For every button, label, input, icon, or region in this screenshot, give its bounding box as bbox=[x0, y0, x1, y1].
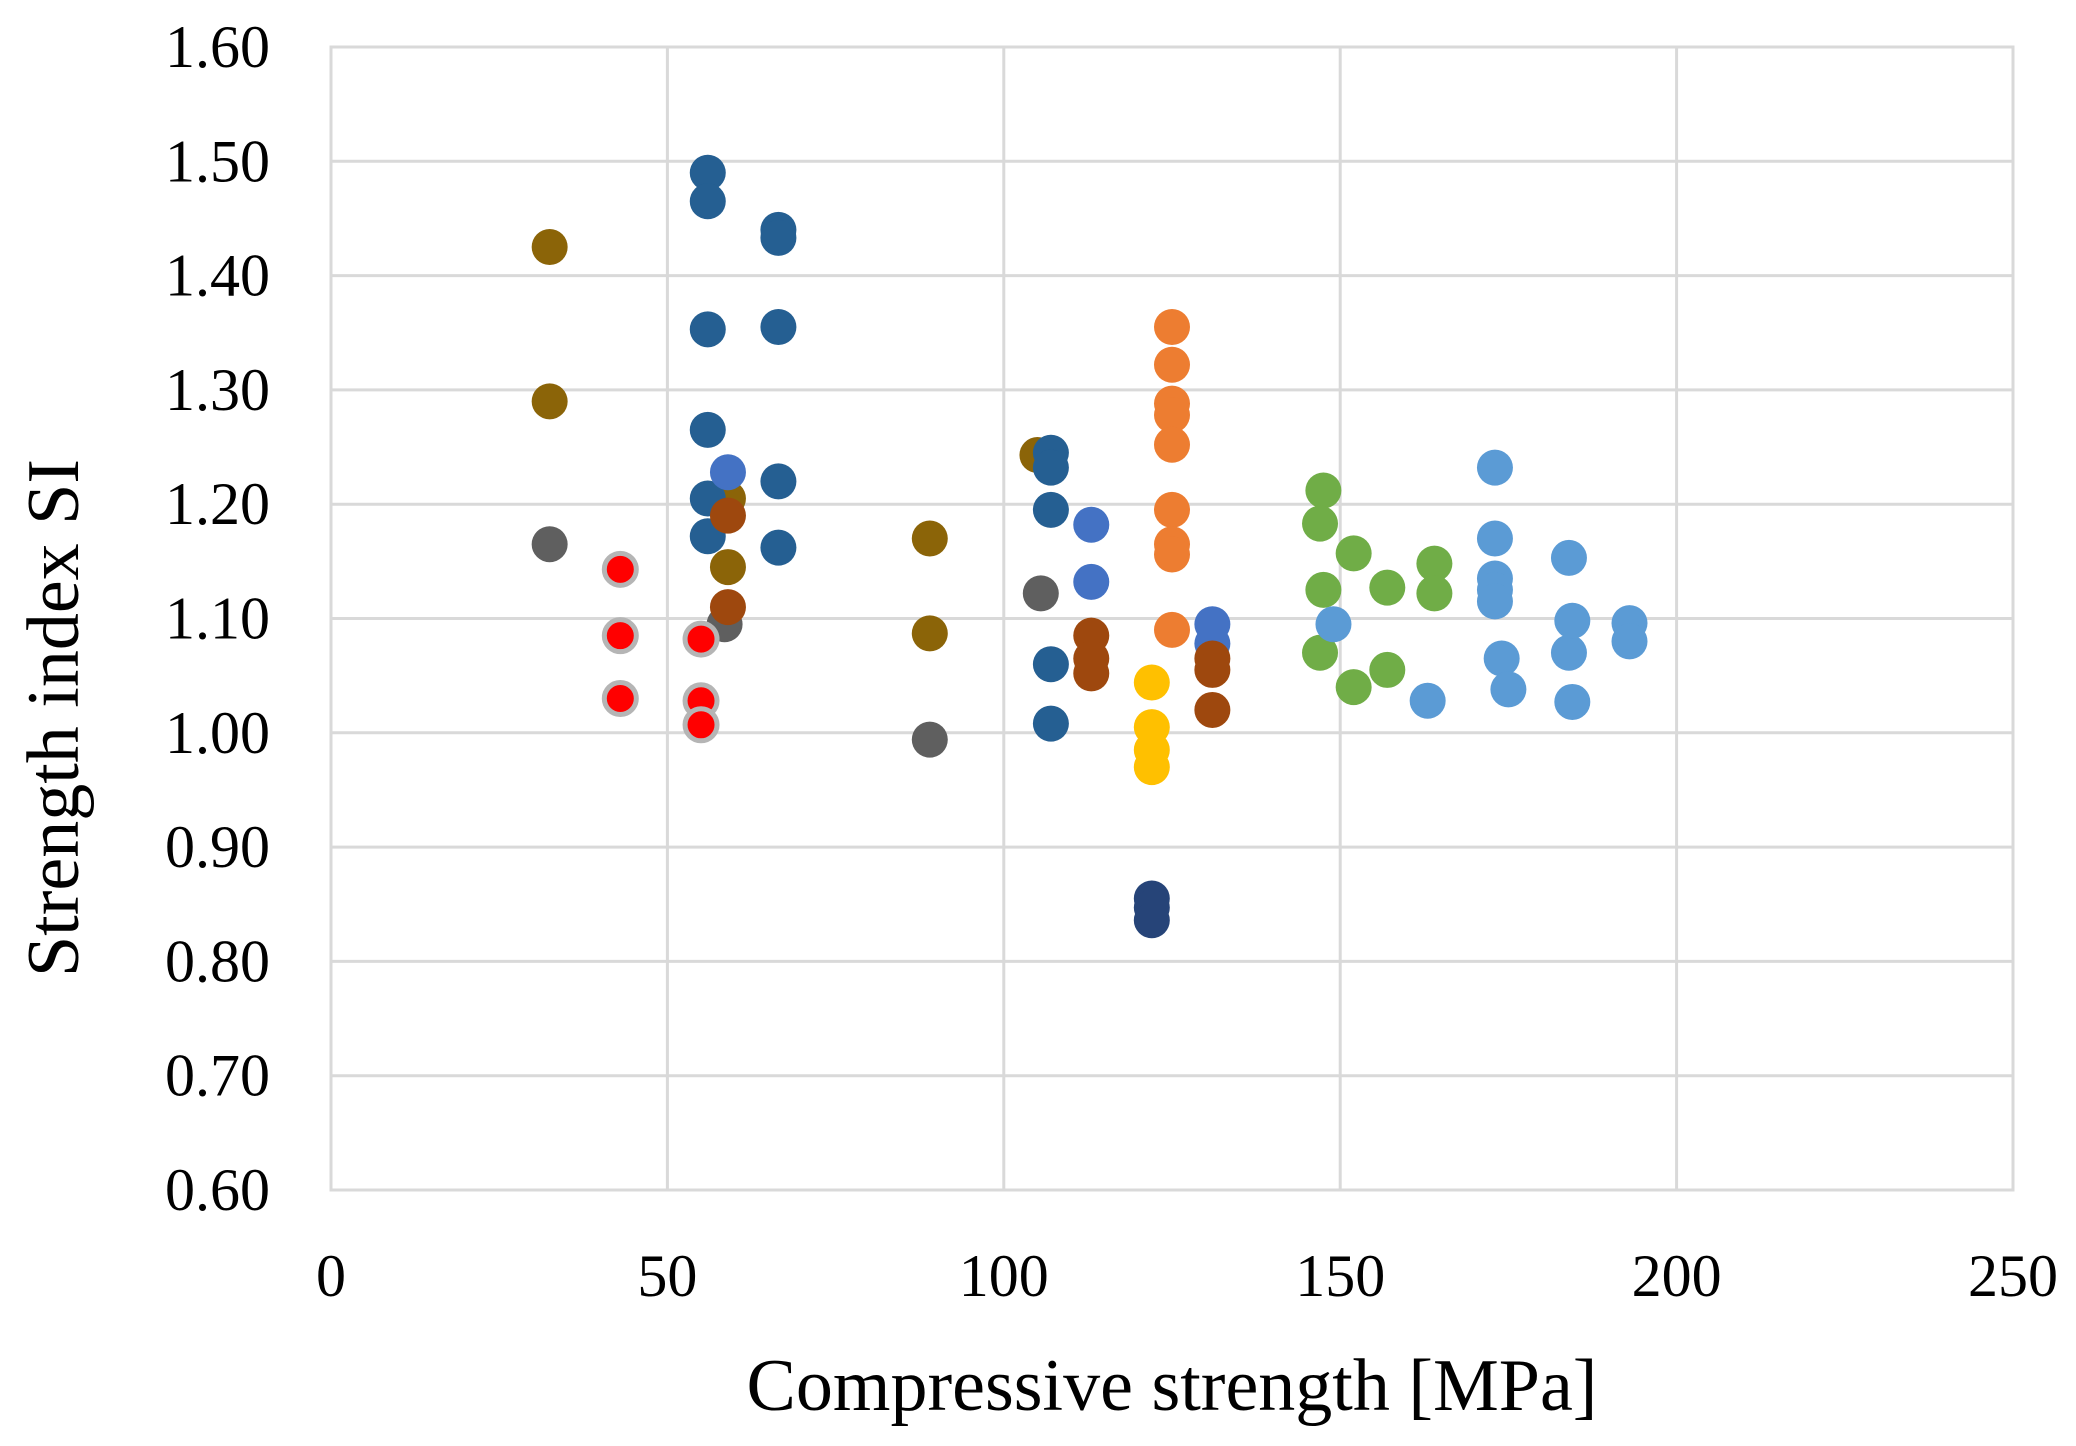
data-point bbox=[1554, 602, 1591, 639]
y-tick-label: 1.00 bbox=[165, 700, 270, 766]
y-axis-title: Strength index SI bbox=[13, 459, 95, 977]
data-point bbox=[1476, 449, 1513, 486]
x-tick-label: 250 bbox=[1968, 1243, 2058, 1309]
data-point bbox=[1490, 671, 1527, 708]
x-axis-title: Compressive strength [MPa] bbox=[747, 1345, 1598, 1427]
data-point bbox=[709, 497, 746, 534]
data-point bbox=[911, 721, 948, 758]
x-tick-label: 0 bbox=[316, 1243, 346, 1309]
data-point bbox=[1154, 426, 1190, 463]
y-tick-label: 1.60 bbox=[165, 14, 270, 80]
data-point bbox=[1476, 520, 1513, 557]
data-points bbox=[531, 154, 1648, 939]
plot-area-frame bbox=[329, 45, 2015, 1192]
data-point bbox=[709, 454, 746, 491]
y-tick-label: 1.20 bbox=[165, 471, 270, 537]
data-point bbox=[682, 620, 720, 658]
data-point bbox=[911, 615, 948, 652]
data-point bbox=[601, 550, 639, 588]
data-point bbox=[1369, 651, 1406, 688]
data-point bbox=[1133, 664, 1170, 701]
y-tick-label: 1.30 bbox=[165, 357, 270, 423]
data-point bbox=[601, 617, 639, 655]
data-point bbox=[531, 229, 568, 266]
data-point bbox=[1154, 491, 1190, 528]
data-point bbox=[1369, 569, 1406, 606]
y-tick-label: 0.70 bbox=[165, 1043, 270, 1109]
data-point bbox=[911, 520, 948, 557]
data-point bbox=[1409, 682, 1446, 719]
data-point bbox=[1154, 397, 1190, 434]
y-tick-label: 1.40 bbox=[165, 243, 270, 309]
data-point bbox=[1154, 346, 1190, 383]
y-tick-label: 0.60 bbox=[165, 1157, 270, 1223]
y-tick-label: 0.90 bbox=[165, 814, 270, 880]
x-tick-label: 150 bbox=[1295, 1243, 1385, 1309]
data-point bbox=[1554, 683, 1591, 720]
data-point bbox=[1022, 575, 1059, 612]
data-point bbox=[1335, 535, 1372, 572]
data-point bbox=[1302, 505, 1339, 542]
data-point bbox=[1611, 623, 1648, 660]
series-group bbox=[709, 497, 1231, 728]
data-point bbox=[1194, 691, 1231, 728]
x-tick-label: 200 bbox=[1632, 1243, 1722, 1309]
data-point bbox=[760, 219, 797, 256]
data-point bbox=[1032, 705, 1069, 742]
data-point bbox=[1335, 669, 1372, 706]
data-point bbox=[1154, 309, 1190, 346]
data-point bbox=[1550, 539, 1587, 576]
data-point bbox=[1302, 634, 1339, 671]
x-tick-label: 50 bbox=[637, 1243, 697, 1309]
x-axis-tick-labels: 0 50 100 150 200 250 bbox=[316, 1243, 2058, 1309]
data-point bbox=[1073, 563, 1110, 600]
data-point bbox=[682, 706, 720, 744]
series-group bbox=[1315, 449, 1648, 720]
data-point bbox=[1315, 606, 1352, 643]
data-point bbox=[689, 411, 726, 448]
data-point bbox=[1483, 640, 1520, 677]
data-point bbox=[531, 526, 568, 563]
series-group bbox=[1133, 880, 1170, 939]
data-point bbox=[1032, 491, 1069, 528]
data-point bbox=[1305, 571, 1342, 608]
data-point bbox=[1305, 472, 1342, 509]
data-point bbox=[760, 309, 797, 346]
data-point bbox=[709, 549, 746, 586]
data-point bbox=[531, 383, 568, 420]
data-point bbox=[1476, 583, 1513, 620]
data-point bbox=[709, 589, 746, 626]
y-tick-label: 1.10 bbox=[165, 586, 270, 652]
series-group bbox=[1133, 664, 1170, 786]
series-group bbox=[1154, 309, 1190, 648]
data-point bbox=[689, 154, 726, 191]
data-point bbox=[1133, 902, 1170, 939]
data-point bbox=[1416, 545, 1453, 582]
series-group bbox=[689, 154, 1069, 742]
data-point bbox=[1073, 506, 1110, 543]
data-point bbox=[1550, 634, 1587, 671]
data-point bbox=[1133, 749, 1170, 786]
data-point bbox=[689, 311, 726, 348]
y-tick-label: 1.50 bbox=[165, 128, 270, 194]
data-point bbox=[760, 463, 797, 500]
series-group bbox=[601, 550, 720, 744]
y-tick-label: 0.80 bbox=[165, 928, 270, 994]
data-point bbox=[760, 529, 797, 566]
y-axis-tick-labels: 0.60 0.70 0.80 0.90 1.00 1.10 1.20 1.30 1.40 1.50… bbox=[165, 14, 270, 1223]
data-point bbox=[601, 680, 639, 718]
x-tick-label: 100 bbox=[959, 1243, 1049, 1309]
data-point bbox=[1032, 646, 1069, 683]
data-point bbox=[1154, 611, 1190, 648]
data-point bbox=[1194, 651, 1231, 688]
series-group bbox=[1302, 472, 1453, 706]
data-point bbox=[1032, 449, 1069, 486]
data-point bbox=[1416, 575, 1453, 612]
data-point bbox=[1073, 655, 1110, 692]
data-point bbox=[689, 183, 726, 220]
data-point bbox=[1154, 536, 1190, 573]
